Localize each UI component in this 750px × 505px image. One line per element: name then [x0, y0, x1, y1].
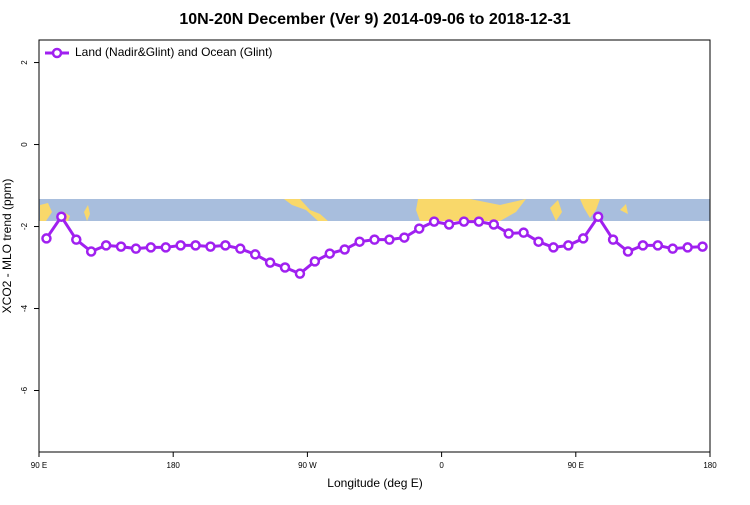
y-tick-label: 0: [20, 142, 29, 147]
chart-title: 10N-20N December (Ver 9) 2014-09-06 to 2…: [179, 11, 570, 28]
point: [85, 246, 97, 257]
point: [56, 211, 67, 222]
point: [697, 241, 708, 252]
point: [279, 262, 291, 273]
point: [652, 240, 664, 251]
point: [637, 240, 649, 251]
y-axis-label: XCO2 - MLO trend (ppm): [0, 179, 14, 314]
point: [249, 249, 261, 260]
point: [413, 223, 425, 234]
y-tick-label: 2: [20, 60, 29, 65]
x-axis-label: Longitude (deg E): [327, 476, 422, 490]
point: [205, 241, 216, 252]
y-tick-label: -6: [20, 386, 29, 394]
point: [578, 233, 589, 244]
y-tick-label: -2: [20, 222, 29, 230]
point: [622, 246, 634, 257]
legend-label: Land (Nadir&Glint) and Ocean (Glint): [75, 45, 272, 59]
point: [71, 234, 82, 245]
point: [175, 240, 186, 251]
point: [518, 227, 529, 238]
point: [592, 211, 604, 222]
x-tick-label: 90 W: [298, 461, 317, 470]
point: [309, 256, 321, 267]
x-tick-label: 90 E: [31, 461, 47, 470]
point: [294, 268, 306, 279]
point: [548, 242, 559, 253]
point: [130, 243, 142, 254]
point: [160, 242, 171, 253]
point: [443, 219, 455, 230]
x-tick-label: 180: [167, 461, 181, 470]
point: [428, 216, 440, 227]
point: [533, 236, 544, 247]
x-tick-label: 90 E: [568, 461, 584, 470]
point: [235, 243, 246, 254]
map-strip: [39, 199, 710, 221]
series-line: [45, 213, 703, 276]
point: [473, 216, 485, 227]
point: [115, 241, 127, 252]
point: [503, 228, 514, 239]
point: [458, 216, 470, 227]
plot-frame: [38, 39, 711, 453]
x-tick-label: 180: [703, 461, 717, 470]
point: [563, 240, 574, 251]
point: [384, 234, 395, 245]
point: [488, 219, 500, 230]
point: [264, 257, 276, 268]
point: [354, 236, 365, 247]
point: [100, 240, 112, 251]
y-tick-label: -4: [20, 304, 29, 312]
point: [369, 234, 380, 245]
point: [399, 232, 410, 243]
point: [667, 243, 678, 254]
point: [220, 240, 231, 251]
point: [190, 240, 201, 251]
point: [682, 242, 693, 253]
point: [41, 233, 52, 244]
x-tick-label: 0: [439, 461, 444, 470]
point: [607, 234, 619, 245]
point: [339, 244, 350, 255]
point: [145, 242, 157, 253]
legend-marker: [51, 47, 63, 59]
point: [324, 248, 336, 259]
